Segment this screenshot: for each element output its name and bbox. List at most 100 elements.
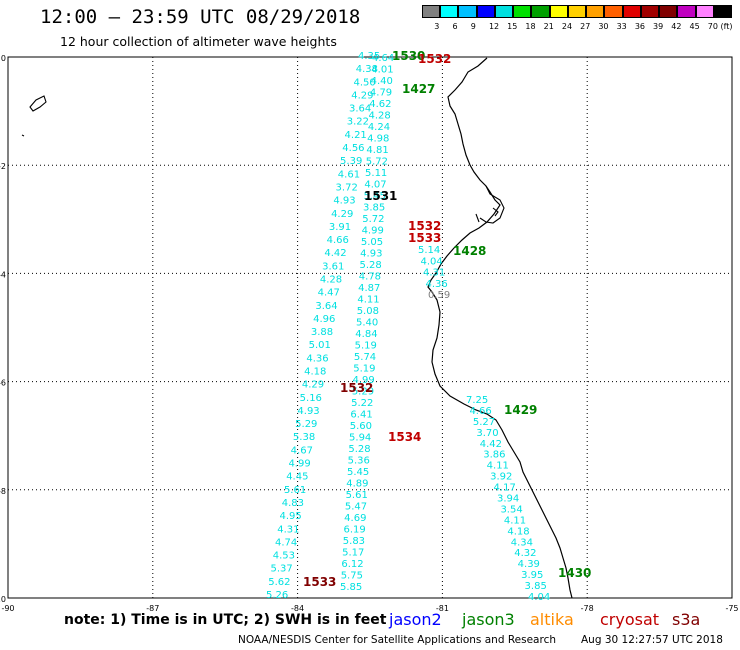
color-scale-swatch: [713, 5, 732, 18]
track-b-value: 4.98: [367, 134, 389, 145]
track-d-value: 3.85: [525, 581, 547, 592]
track-b-value: 4.79: [370, 88, 392, 99]
track-c-value: 5.14: [418, 245, 440, 256]
color-scale-swatch: [549, 5, 568, 18]
track-c-value: 4.04: [421, 256, 443, 267]
track-b-value: 3.85: [363, 203, 385, 214]
track-a-value: 5.01: [309, 340, 331, 351]
galapagos-island-small: [21, 134, 25, 137]
track-a-value: 4.93: [333, 196, 355, 207]
coastline-gulf: [475, 185, 505, 224]
color-scale-label: 30: [598, 22, 609, 31]
track-a-value: 4.38: [356, 64, 378, 75]
track-d-value: 4.42: [480, 439, 502, 450]
track-b-value: 5.22: [351, 398, 373, 409]
track-d-value: 4.17: [494, 483, 516, 494]
x-tick-label: -78: [581, 604, 594, 613]
track-b-value: 4.40: [371, 76, 393, 87]
track-d-value: 4.66: [469, 406, 491, 417]
track-d-value: 4.04: [528, 592, 550, 603]
track-a-value: 4.29: [331, 209, 353, 220]
color-scale-swatch: [494, 5, 514, 18]
track-a-value: 5.16: [300, 393, 322, 404]
track-a-value: 4.61: [338, 169, 360, 180]
color-scale-swatch: [677, 5, 696, 18]
track-a-value: 4.18: [304, 367, 326, 378]
track-b-value: 4.81: [366, 145, 388, 156]
track-b-value: 5.94: [349, 433, 371, 444]
track-b-value: 5.05: [361, 237, 383, 248]
color-scale-swatch: [567, 5, 587, 18]
color-scale-label: 36: [634, 22, 645, 31]
track-a-value: 4.29: [351, 90, 373, 101]
x-tick-label: -75: [725, 604, 738, 613]
track-a-value: 4.45: [286, 472, 308, 483]
color-scale-label: 18: [525, 22, 536, 31]
track-a-value: 4.53: [273, 551, 295, 562]
pass-time-label: 1427: [402, 82, 435, 96]
track-d-value: 4.11: [504, 515, 526, 526]
pass-time-label: 1532: [408, 219, 441, 233]
x-tick-label: -84: [291, 604, 304, 613]
color-scale-label: 12: [488, 22, 500, 31]
pass-time-labels: 1530153214271531153215331428153214291534…: [303, 49, 591, 589]
color-scale-label: 15: [507, 22, 518, 31]
page-title: 12:00 – 23:59 UTC 08/29/2018: [40, 6, 361, 28]
color-scale-swatch: [659, 5, 678, 18]
track-b-value: 5.36: [348, 456, 370, 467]
track-a-value: 4.95: [279, 511, 301, 522]
track-b-value: 4.11: [357, 295, 379, 306]
track-d-value: 4.11: [487, 461, 509, 472]
track-b-value: 5.85: [340, 582, 362, 593]
track-b-value: 5.74: [354, 352, 376, 363]
track-a-value: 5.37: [270, 564, 292, 575]
legend-entry-jason2: jason2: [389, 610, 442, 629]
track-b-value: 5.08: [357, 306, 379, 317]
coastline-south-america: [427, 57, 573, 599]
track-d-value: 3.92: [490, 472, 512, 483]
track-b-value: 5.17: [342, 548, 364, 559]
track-a-value: 3.61: [322, 261, 344, 272]
track-d-value: 5.27: [473, 417, 495, 428]
track-b-value: 4.69: [344, 513, 366, 524]
track-d-value: 4.18: [507, 526, 529, 537]
track-a-value: 4.56: [342, 143, 364, 154]
track-a-value: 5.39: [340, 156, 362, 167]
track-a-value: 4.66: [327, 235, 349, 246]
track-a-value: 3.88: [311, 327, 333, 338]
track-b-value: 6.41: [350, 410, 372, 421]
color-scale-label: 39: [653, 22, 664, 31]
color-scale-swatch: [513, 5, 532, 18]
track-b-value: 5.60: [350, 421, 372, 432]
color-scale-bar: 3 6 9 12 15 18 21 24 27 30 33 36 39 42 45 70 (ft): [422, 5, 733, 37]
color-scale-label: 45: [689, 22, 700, 31]
color-scale-label: 24: [561, 22, 573, 31]
track-b-value: 4.24: [368, 122, 390, 133]
track-b-value: 4.01: [371, 65, 393, 76]
track-d-value: 4.32: [514, 548, 536, 559]
color-scale-label: 33: [616, 22, 627, 31]
track-b-value: 5.47: [345, 502, 367, 513]
track-a-value: 4.31: [277, 524, 299, 535]
track-b-value: 5.45: [364, 191, 386, 202]
legend-entry-cryosat: cryosat: [600, 610, 660, 629]
track-a-value: 4.96: [313, 314, 335, 325]
track-b-value: 5.75: [341, 571, 363, 582]
track-a-value: 3.64: [349, 104, 371, 115]
color-scale-swatch: [604, 5, 623, 18]
galapagos-island: [29, 95, 47, 112]
color-scale-swatch: [695, 5, 714, 18]
track-a-value: 4.83: [282, 498, 304, 509]
color-scale-label: 27: [580, 22, 591, 31]
color-scale-label: 3: [434, 22, 440, 31]
note-text: note: 1) Time is in UTC; 2) SWH is in fe…: [64, 612, 387, 628]
track-d-value: 3.86: [483, 450, 505, 461]
track-b-value: 4.28: [369, 111, 391, 122]
track-a-value: 5.38: [293, 432, 315, 443]
pass-time-label: 1532: [418, 52, 451, 66]
color-scale-swatch: [586, 5, 605, 18]
map-tick-labels: -90 -87 -84 -81 -78 -75 0 -2 -4 -6 -8 -10: [0, 54, 739, 613]
track-b-value: 5.28: [359, 260, 381, 271]
track-a-value: 3.22: [347, 117, 369, 128]
x-tick-label: -87: [146, 604, 159, 613]
